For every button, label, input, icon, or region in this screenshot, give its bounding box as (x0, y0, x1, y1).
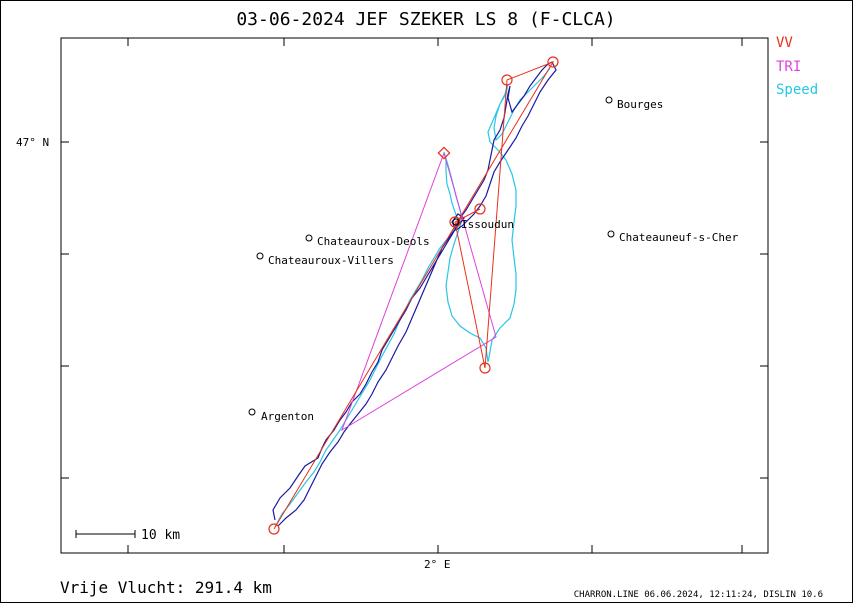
axis-ticks (61, 38, 768, 553)
town-marker (305, 234, 313, 242)
turnpoint-marker (268, 523, 280, 535)
town-marker (452, 218, 460, 226)
town-marker (605, 96, 613, 104)
flight-track (272, 61, 557, 527)
turnpoint-marker (501, 74, 513, 86)
turnpoint-marker (547, 56, 559, 68)
turnpoint-marker (479, 362, 491, 374)
town-bourges: Bourges (617, 98, 663, 111)
latitude-label: 47° N (16, 136, 49, 149)
legend-speed: Speed (776, 82, 818, 98)
scale-label: 10 km (141, 528, 180, 543)
turnpoint-marker (449, 216, 461, 228)
distance-label: Vrije Vlucht: 291.4 km (60, 578, 272, 597)
scale-bar (75, 530, 136, 538)
town-chateauroux-villers: Chateauroux-Villers (268, 254, 394, 267)
town-marker (607, 230, 615, 238)
map-title: 03-06-2024 JEF SZEKER LS 8 (F-CLCA) (236, 9, 615, 30)
town-argenton: Argenton (261, 410, 314, 423)
town-issoudun: Issoudun (461, 218, 514, 231)
vv-route (273, 61, 555, 530)
plot-frame (60, 37, 769, 554)
turnpoint-marker (474, 203, 486, 215)
longitude-label: 2° E (424, 558, 451, 571)
town-marker (256, 252, 264, 260)
turnpoints (268, 56, 559, 535)
tri-turnpoint-marker (437, 146, 451, 160)
tri-triangle (341, 152, 497, 432)
town-chateauneuf-s-cher: Chateauneuf-s-Cher (619, 231, 739, 244)
town-marker (248, 408, 256, 416)
legend-vv: VV (776, 35, 793, 51)
speed-track (274, 67, 551, 528)
towns: Bourges Chateauroux-Deols Chateauroux-Vi… (248, 96, 739, 423)
legend-tri: TRI (776, 59, 801, 75)
town-chateauroux-deols: Chateauroux-Deols (317, 235, 430, 248)
footer-info: CHARRON.LINE 06.06.2024, 12:11:24, DISLI… (574, 590, 823, 600)
